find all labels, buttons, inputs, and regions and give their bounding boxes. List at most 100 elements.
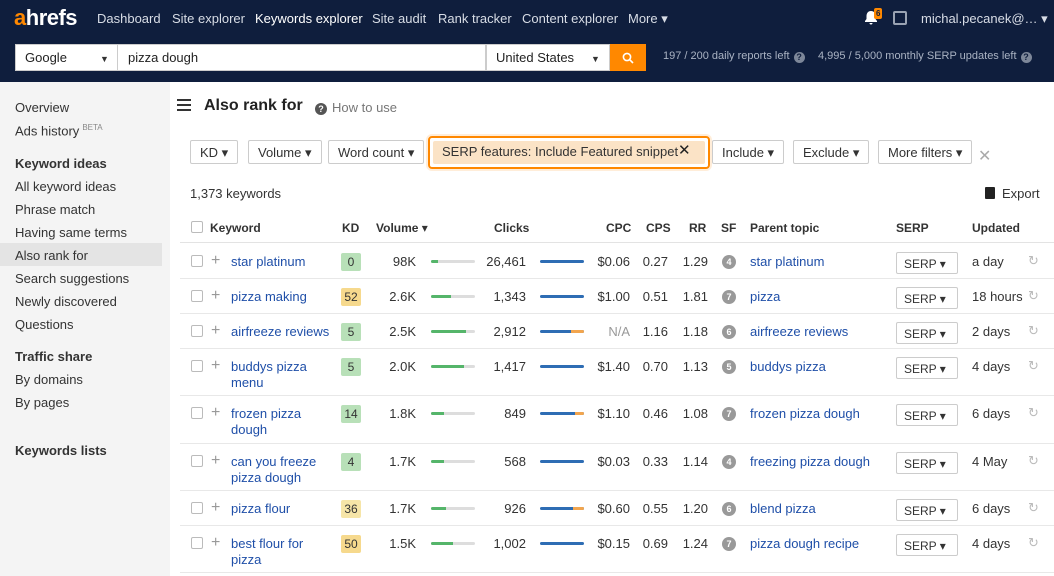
- nav-site-explorer[interactable]: Site explorer: [172, 11, 245, 26]
- sidebar-item-keywords-lists[interactable]: Keywords lists: [15, 443, 107, 458]
- add-to-list-icon[interactable]: +: [211, 452, 221, 469]
- col-parent-topic[interactable]: Parent topic: [750, 221, 820, 235]
- refresh-icon[interactable]: ↻: [1028, 358, 1039, 373]
- country-select[interactable]: United States ▼: [486, 44, 610, 71]
- parent-topic-link[interactable]: airfreeze reviews: [750, 324, 849, 339]
- refresh-icon[interactable]: ↻: [1028, 500, 1039, 515]
- row-checkbox[interactable]: [191, 290, 203, 302]
- clear-filters-icon[interactable]: ✕: [978, 148, 992, 165]
- add-to-list-icon[interactable]: +: [211, 322, 221, 339]
- add-to-list-icon[interactable]: +: [211, 499, 221, 516]
- serp-features-count[interactable]: 7: [722, 290, 736, 304]
- add-to-list-icon[interactable]: +: [211, 287, 221, 304]
- sidebar-item-by-domains[interactable]: By domains: [15, 372, 83, 387]
- ahrefs-logo[interactable]: ahrefs: [14, 5, 78, 30]
- row-checkbox[interactable]: [191, 325, 203, 337]
- keyword-link[interactable]: frozen pizza dough: [231, 406, 302, 437]
- filter-serp-features[interactable]: SERP features: Include Featured snippet …: [428, 136, 710, 169]
- select-all-checkbox[interactable]: [191, 221, 203, 233]
- serp-button[interactable]: SERP ▾: [896, 499, 958, 521]
- parent-topic-link[interactable]: pizza: [750, 289, 781, 304]
- refresh-icon[interactable]: ↻: [1028, 323, 1039, 338]
- sidebar-item-by-pages[interactable]: By pages: [15, 395, 70, 410]
- nav-site-audit[interactable]: Site audit: [372, 11, 427, 26]
- close-icon[interactable]: ✕: [678, 142, 691, 159]
- parent-topic-link[interactable]: blend pizza: [750, 501, 816, 516]
- filter-more[interactable]: More filters ▾: [878, 140, 973, 164]
- col-cps[interactable]: CPS: [646, 221, 671, 235]
- keyword-link[interactable]: airfreeze reviews: [231, 324, 330, 339]
- refresh-icon[interactable]: ↻: [1028, 453, 1039, 468]
- serp-features-count[interactable]: 4: [722, 255, 736, 269]
- search-engine-select[interactable]: Google ▼: [15, 44, 118, 71]
- sidebar-item-having-same-terms[interactable]: Having same terms: [15, 225, 127, 240]
- refresh-icon[interactable]: ↻: [1028, 405, 1039, 420]
- col-keyword[interactable]: Keyword: [210, 221, 261, 235]
- serp-button[interactable]: SERP ▾: [896, 287, 958, 309]
- col-volume[interactable]: Volume ▾: [376, 221, 428, 235]
- parent-topic-link[interactable]: freezing pizza dough: [750, 454, 870, 469]
- filter-exclude[interactable]: Exclude ▾: [793, 140, 870, 164]
- serp-features-count[interactable]: 4: [722, 455, 736, 469]
- sidebar-item-newly-discovered[interactable]: Newly discovered: [15, 294, 117, 309]
- keyword-link[interactable]: best flour for pizza: [231, 536, 304, 567]
- serp-features-count[interactable]: 7: [722, 407, 736, 421]
- filter-kd[interactable]: KD ▾: [190, 140, 239, 164]
- keyword-link[interactable]: buddys pizza menu: [231, 359, 307, 390]
- col-rr[interactable]: RR: [689, 221, 707, 235]
- sidebar-item-also-rank-for[interactable]: Also rank for: [15, 248, 88, 263]
- row-checkbox[interactable]: [191, 255, 203, 267]
- serp-button[interactable]: SERP ▾: [896, 404, 958, 426]
- row-checkbox[interactable]: [191, 502, 203, 514]
- keyword-link[interactable]: can you freeze pizza dough: [231, 454, 317, 485]
- help-icon[interactable]: ?: [1020, 52, 1032, 63]
- nav-dashboard[interactable]: Dashboard: [97, 11, 161, 26]
- serp-button[interactable]: SERP ▾: [896, 452, 958, 474]
- col-updated[interactable]: Updated: [972, 221, 1020, 235]
- menu-icon[interactable]: [177, 99, 191, 114]
- serp-button[interactable]: SERP ▾: [896, 534, 958, 556]
- refresh-icon[interactable]: ↻: [1028, 535, 1039, 550]
- keyword-input[interactable]: pizza dough: [118, 44, 486, 71]
- row-checkbox[interactable]: [191, 537, 203, 549]
- serp-button[interactable]: SERP ▾: [896, 252, 958, 274]
- serp-button[interactable]: SERP ▾: [896, 322, 958, 344]
- sidebar-item-search-suggestions[interactable]: Search suggestions: [15, 271, 130, 286]
- refresh-icon[interactable]: ↻: [1028, 253, 1039, 268]
- serp-button[interactable]: SERP ▾: [896, 357, 958, 379]
- serp-features-count[interactable]: 6: [722, 325, 736, 339]
- add-to-list-icon[interactable]: +: [211, 252, 221, 269]
- search-button[interactable]: [610, 44, 646, 71]
- nav-more[interactable]: More ▾: [628, 11, 668, 26]
- add-to-list-icon[interactable]: +: [211, 534, 221, 551]
- keyword-link[interactable]: pizza making: [231, 289, 307, 304]
- col-kd[interactable]: KD: [342, 221, 360, 235]
- user-menu[interactable]: michal.pecanek@… ▾: [921, 11, 1048, 26]
- export-button[interactable]: Export: [985, 186, 1040, 201]
- how-to-use-link[interactable]: ? How to use: [315, 100, 397, 115]
- row-checkbox[interactable]: [191, 455, 203, 467]
- sidebar-item-phrase-match[interactable]: Phrase match: [15, 202, 96, 217]
- nav-content-explorer[interactable]: Content explorer: [522, 11, 619, 26]
- keyword-link[interactable]: pizza flour: [231, 501, 291, 516]
- sidebar-item-overview[interactable]: Overview: [15, 100, 70, 115]
- serp-features-count[interactable]: 7: [722, 537, 736, 551]
- add-to-list-icon[interactable]: +: [211, 404, 221, 421]
- keyword-link[interactable]: star platinum: [231, 254, 306, 269]
- nav-keywords-explorer[interactable]: Keywords explorer: [255, 11, 363, 26]
- row-checkbox[interactable]: [191, 407, 203, 419]
- parent-topic-link[interactable]: pizza dough recipe: [750, 536, 860, 551]
- sidebar-item-questions[interactable]: Questions: [15, 317, 74, 332]
- monitor-icon[interactable]: [893, 11, 907, 25]
- parent-topic-link[interactable]: star platinum: [750, 254, 825, 269]
- col-cpc[interactable]: CPC: [606, 221, 632, 235]
- sidebar-item-all-keyword-ideas[interactable]: All keyword ideas: [15, 179, 117, 194]
- parent-topic-link[interactable]: buddys pizza: [750, 359, 826, 374]
- nav-rank-tracker[interactable]: Rank tracker: [438, 11, 512, 26]
- refresh-icon[interactable]: ↻: [1028, 288, 1039, 303]
- row-checkbox[interactable]: [191, 360, 203, 372]
- col-serp[interactable]: SERP: [896, 221, 929, 235]
- col-clicks[interactable]: Clicks: [494, 221, 530, 235]
- filter-volume[interactable]: Volume ▾: [248, 140, 322, 164]
- serp-features-count[interactable]: 5: [722, 360, 736, 374]
